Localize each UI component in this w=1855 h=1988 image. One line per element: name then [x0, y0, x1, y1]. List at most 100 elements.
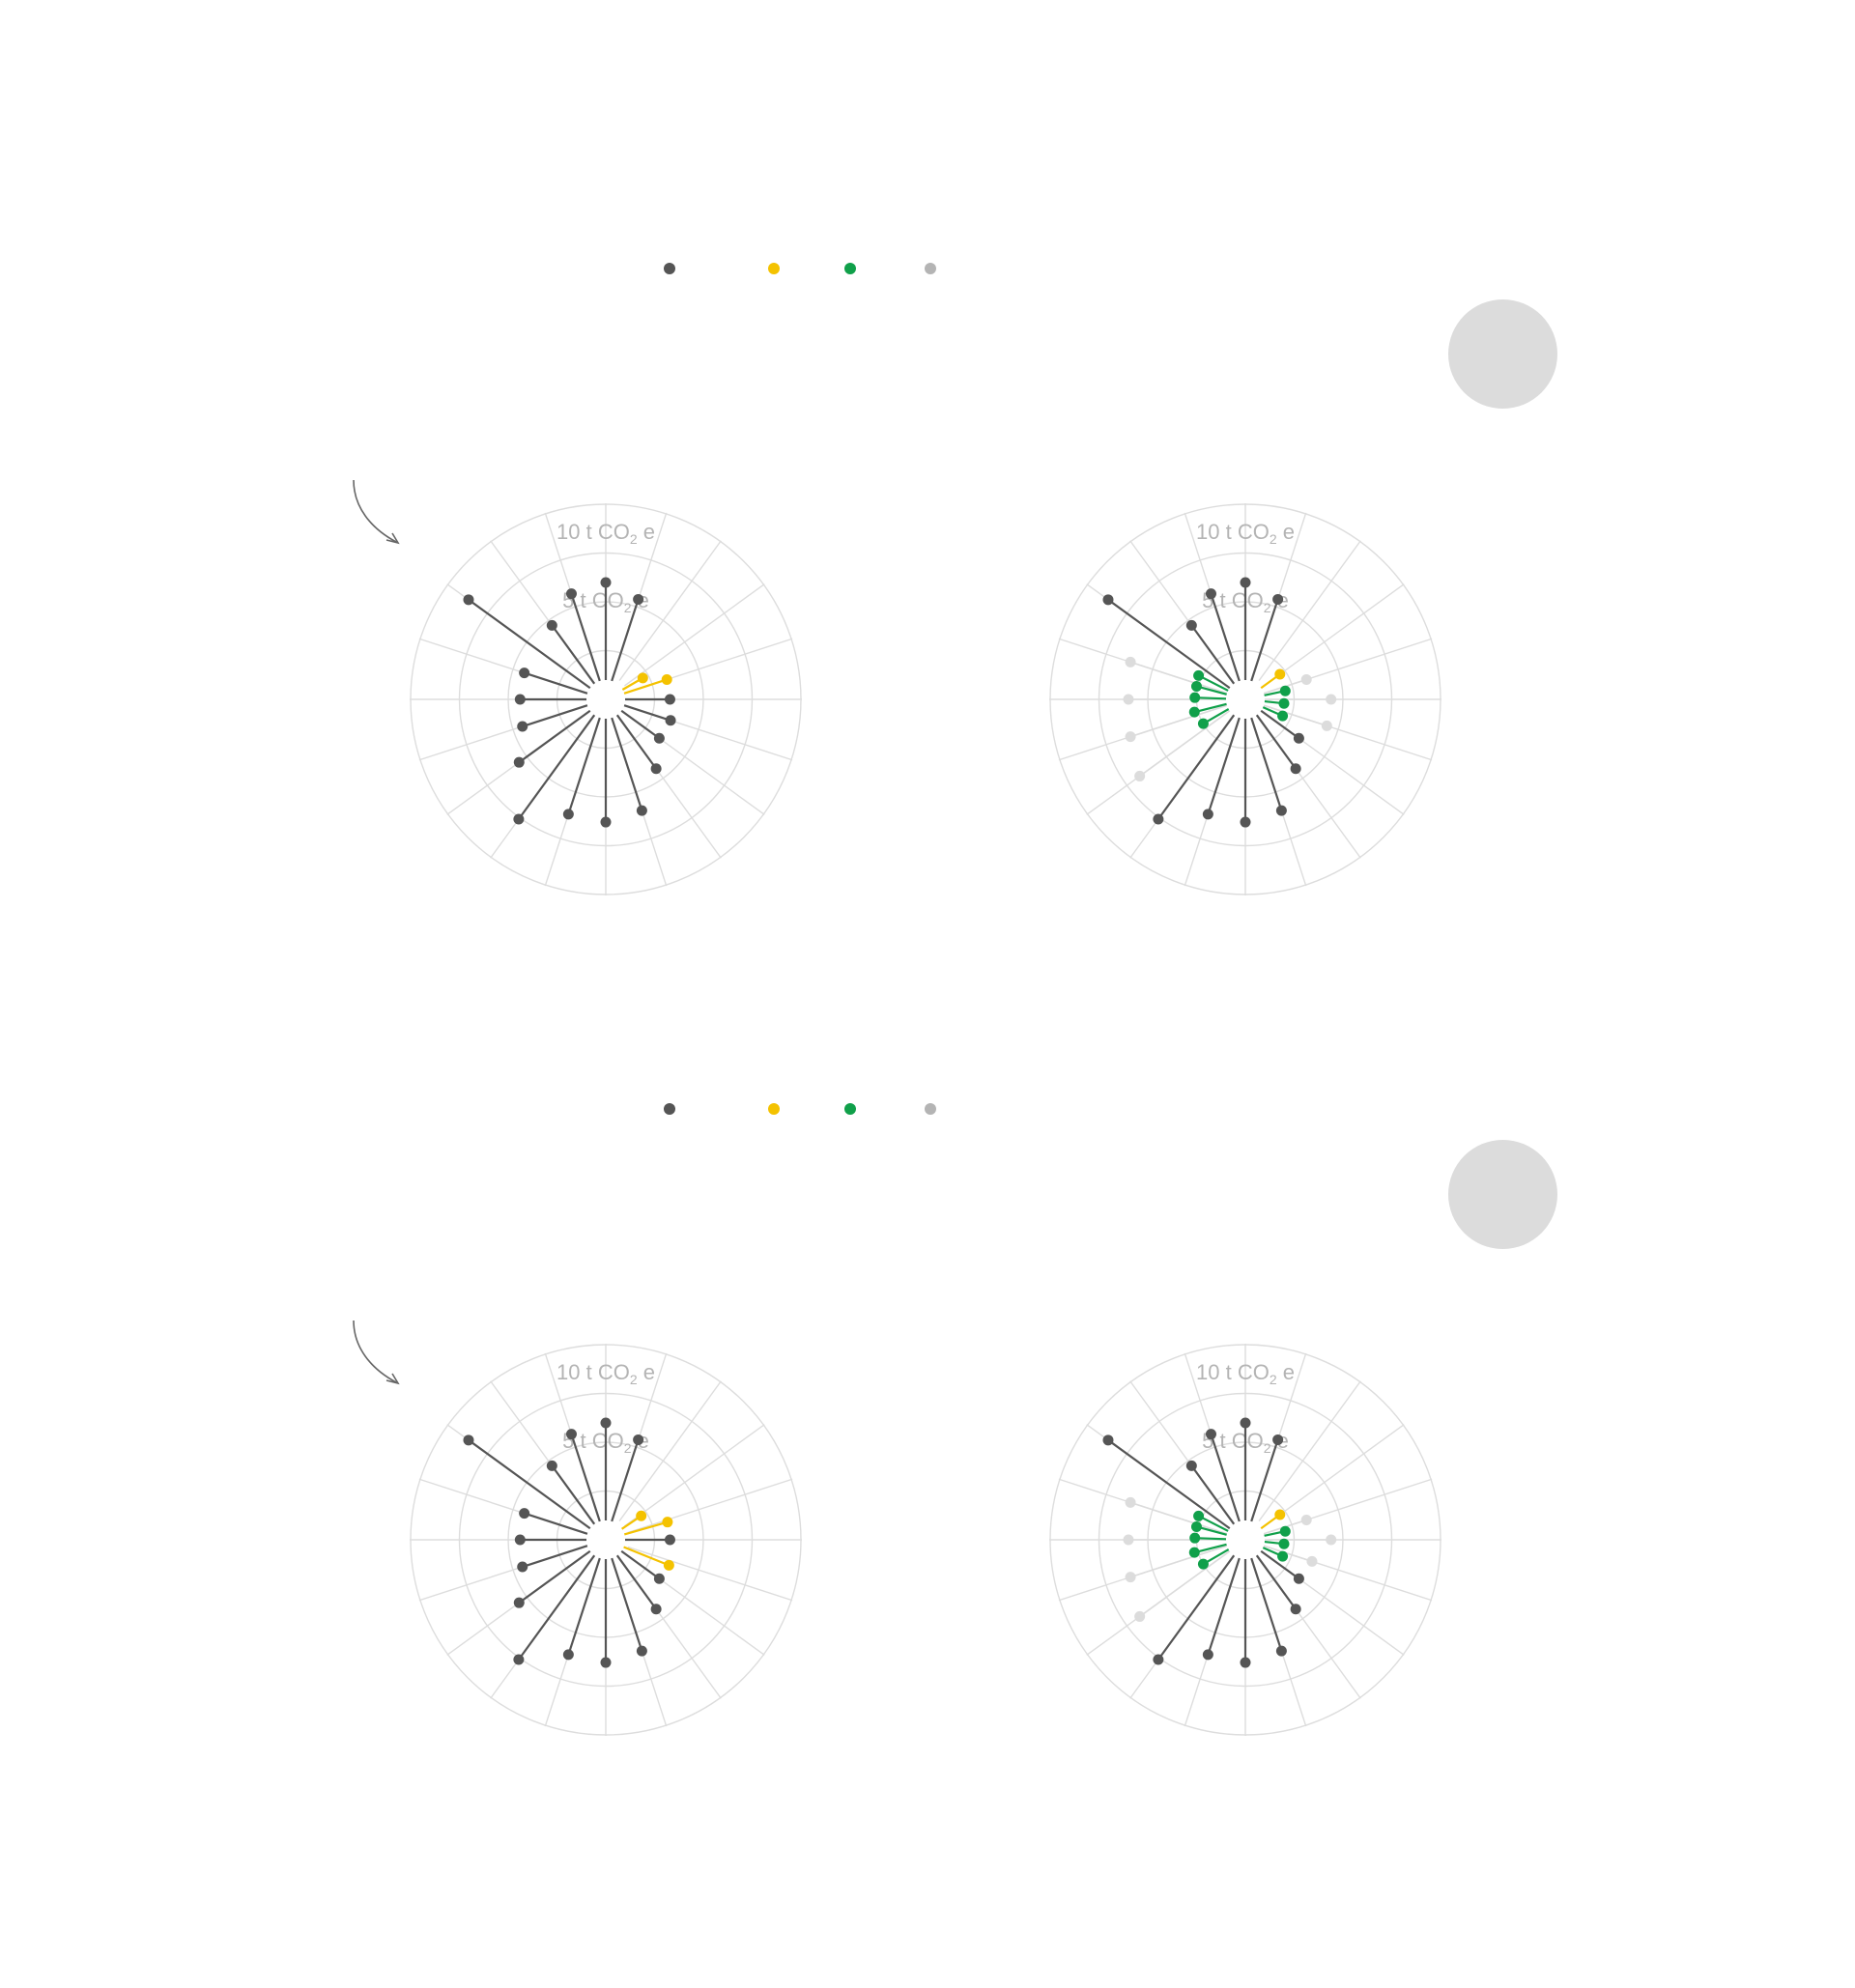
lollipop-point [1188, 1547, 1200, 1558]
lollipop-point [517, 1561, 528, 1573]
lollipop-point [1275, 805, 1287, 816]
lollipop-point [1300, 1514, 1312, 1525]
lollipop-stem [611, 1557, 643, 1652]
lollipop-stem [1255, 714, 1298, 770]
lollipop-stem [551, 624, 596, 685]
lollipop-point [637, 672, 648, 684]
grid-spoke [1264, 1424, 1405, 1527]
lollipop-point [1189, 692, 1201, 703]
lollipop-point [463, 1434, 474, 1446]
lollipop-stem [611, 599, 640, 682]
lollipop-stem [468, 1438, 591, 1530]
lollipop-point [1205, 1429, 1216, 1440]
lollipop-stem [468, 598, 591, 690]
lollipop-stem [1129, 1501, 1228, 1535]
lollipop-stem [1190, 1464, 1236, 1525]
grid-spoke [624, 1424, 765, 1527]
lollipop-point [1293, 732, 1304, 744]
lollipop-point [650, 763, 662, 775]
legend-savings-dot-icon [768, 263, 780, 274]
lollipop-stem [1156, 1554, 1236, 1661]
lollipop-point [1125, 656, 1136, 667]
legend-savings-dot-icon [768, 1103, 780, 1115]
lollipop-stem [1194, 702, 1227, 714]
lollipop-stem [1107, 598, 1231, 690]
curved-arrow-icon [353, 479, 400, 545]
legend-base-dot-icon [664, 263, 675, 274]
lollipop-stem [1156, 714, 1236, 820]
lollipop-point [600, 1417, 612, 1429]
lollipop-point [1197, 718, 1209, 729]
comparison-panel-2: 5 t CO2 e10 t CO2 e 5 t CO2 e10 t CO2 e [0, 840, 1855, 1736]
lollipop-stem [1194, 1543, 1227, 1554]
center-hub [586, 1520, 625, 1559]
lollipop-stem [1198, 674, 1229, 692]
lollipop-stem [611, 1439, 640, 1522]
lollipop-point [600, 577, 612, 588]
radial-chart-before: 5 t CO2 e10 t CO2 e [410, 503, 802, 895]
lollipop-point [1134, 770, 1146, 781]
lollipop-stem [1139, 1550, 1231, 1618]
lollipop-point [1185, 1460, 1197, 1471]
lollipop-point [1278, 697, 1290, 709]
grid-spoke [1258, 540, 1361, 681]
lollipop-point [1274, 1509, 1286, 1520]
lollipop-point [636, 1510, 647, 1521]
lollipop-point [653, 732, 665, 744]
legend-base-dot-icon [664, 1103, 675, 1115]
lollipop-point [1102, 594, 1114, 606]
lollipop-point [514, 1534, 526, 1546]
lollipop-point [1272, 1434, 1284, 1445]
grid-spoke [624, 583, 765, 687]
lollipop-point [1190, 1520, 1202, 1532]
lollipop-stem [517, 714, 596, 820]
lollipop-stem [518, 709, 591, 764]
lollipop-point [1123, 1534, 1134, 1546]
lollipop-point [663, 1559, 674, 1571]
lollipop-point [664, 1534, 675, 1546]
lollipop-point [1279, 685, 1291, 696]
lollipop-point [1275, 1645, 1287, 1657]
lollipop-point [1240, 816, 1251, 828]
lollipop-stem [517, 1554, 596, 1661]
lollipop-point [1193, 669, 1205, 681]
lollipop-point [1193, 1510, 1205, 1521]
radial-chart-after: 5 t CO2 e10 t CO2 e [1049, 503, 1441, 895]
badge-circle [1448, 1140, 1557, 1249]
lollipop-point [1240, 1657, 1251, 1668]
lollipop-stem [1263, 704, 1327, 727]
lollipop-point [513, 1597, 525, 1608]
lollipop-stem [1190, 624, 1236, 685]
lollipop-stem [623, 678, 668, 695]
lollipop-point [546, 1460, 557, 1471]
lollipop-point [1188, 706, 1200, 718]
lollipop-point [1326, 1534, 1337, 1546]
lollipop-stem [524, 1512, 588, 1535]
lollipop-point [1197, 1558, 1209, 1570]
lollipop-point [1205, 588, 1216, 600]
lollipop-point [1300, 673, 1312, 685]
lollipop-stem [1263, 1545, 1313, 1563]
lollipop-stem [570, 1434, 601, 1522]
lollipop-point [1306, 1555, 1318, 1567]
grid-spoke [618, 540, 722, 681]
lollipop-point [1277, 710, 1289, 722]
ring-label: 10 t CO2 e [1196, 1360, 1295, 1387]
center-hub [1226, 680, 1265, 719]
legend-ghost-dot-icon [925, 263, 936, 274]
lollipop-point [513, 1654, 525, 1665]
lollipop-point [517, 721, 528, 732]
lollipop-point [636, 805, 647, 816]
lollipop-point [633, 1434, 644, 1445]
lollipop-stem [522, 704, 588, 728]
lollipop-stem [1260, 709, 1300, 740]
lollipop-stem [615, 714, 658, 770]
lollipop-stem [1207, 717, 1241, 815]
lollipop-stem [1210, 1434, 1241, 1522]
lollipop-point [664, 694, 675, 705]
lollipop-point [1125, 1572, 1136, 1583]
lollipop-stem [1129, 704, 1228, 738]
lollipop-point [600, 1657, 612, 1668]
lollipop-point [1190, 680, 1202, 692]
lollipop-point [513, 813, 525, 825]
